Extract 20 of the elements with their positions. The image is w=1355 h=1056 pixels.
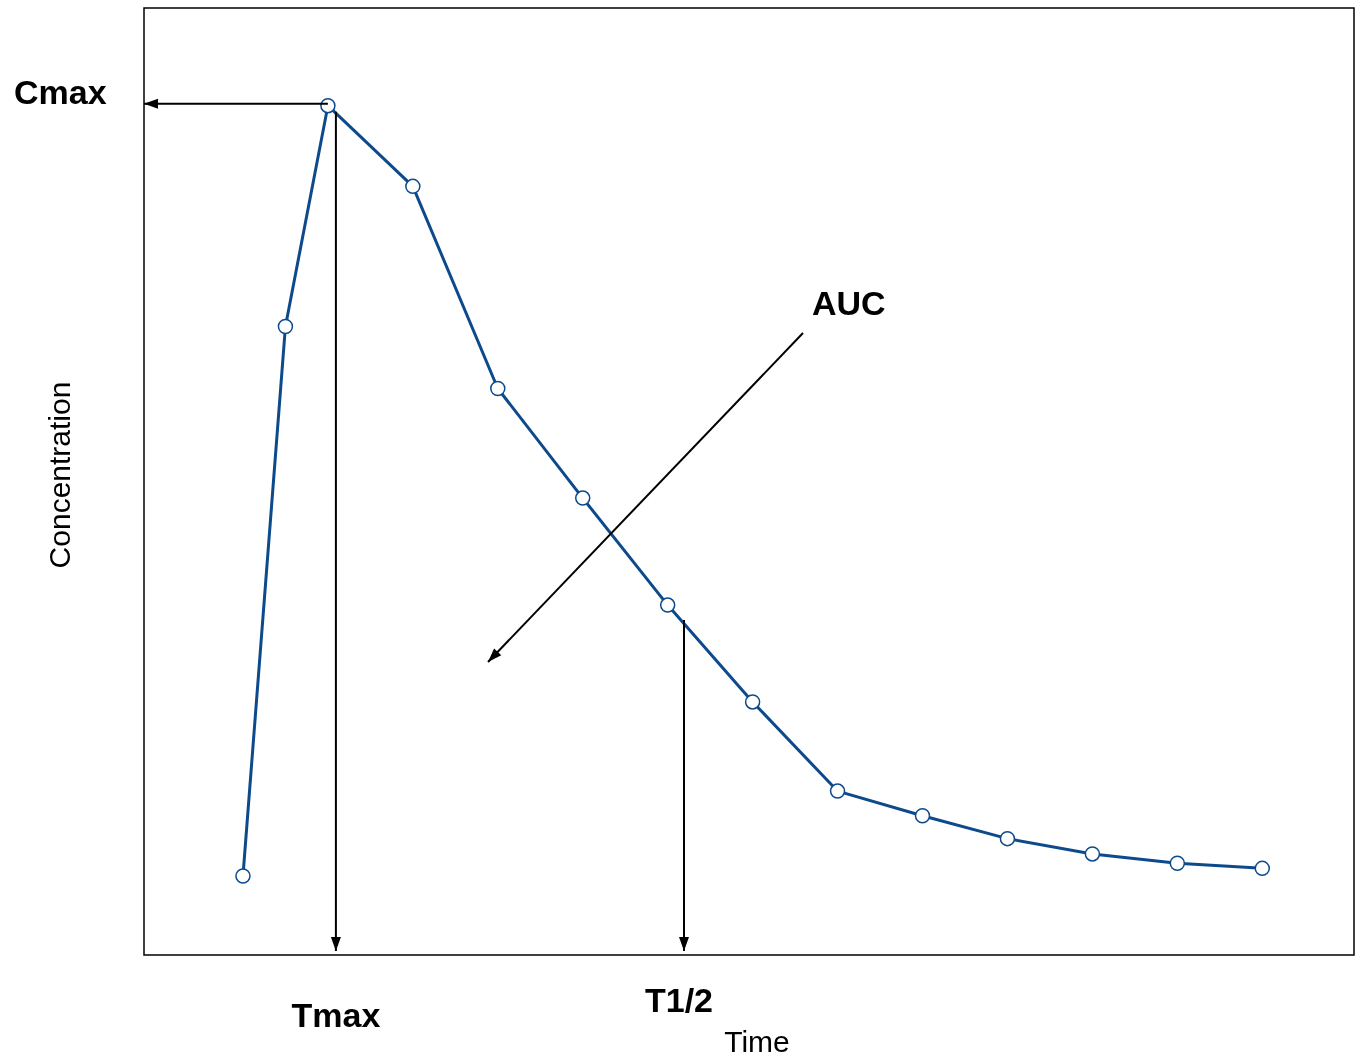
point <box>999 830 1016 847</box>
point <box>1084 846 1101 862</box>
point <box>490 380 506 397</box>
text: Tmax <box>291 996 381 1034</box>
point <box>405 178 421 195</box>
point <box>659 597 676 613</box>
point <box>744 694 761 710</box>
text: Cmax <box>14 72 107 111</box>
point <box>829 783 846 799</box>
point <box>914 807 931 824</box>
point <box>1254 860 1271 877</box>
point <box>1169 855 1186 872</box>
x-axis-title: Time <box>724 1025 790 1056</box>
text: T1/2 <box>644 981 714 1019</box>
y-axis-title: Concentration <box>43 381 76 569</box>
point <box>235 868 251 884</box>
point <box>277 318 294 335</box>
point <box>574 490 591 506</box>
annotation: AUC <box>812 284 886 322</box>
point <box>320 97 336 114</box>
